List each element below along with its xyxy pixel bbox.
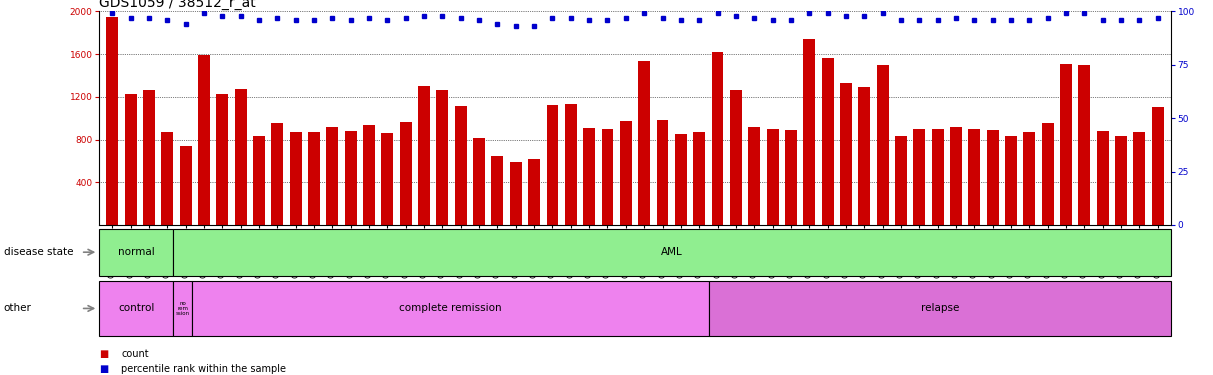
Text: relapse: relapse [921,303,959,313]
Bar [1024,132,1035,225]
Text: ■: ■ [99,364,109,374]
Bar [638,62,650,225]
Bar [99,281,173,336]
Bar [730,90,742,225]
Bar [1097,131,1109,225]
Bar [656,120,668,225]
Bar [708,281,1171,336]
Bar [602,129,614,225]
Bar [235,89,246,225]
Bar [198,55,210,225]
Bar [509,162,522,225]
Text: percentile rank within the sample: percentile rank within the sample [121,364,286,374]
Bar [99,229,173,276]
Bar [400,122,411,225]
Bar [877,64,889,225]
Bar [491,156,503,225]
Bar [192,281,708,336]
Bar [859,87,870,225]
Bar [272,123,284,225]
Bar [565,104,576,225]
Text: control: control [118,303,154,313]
Text: normal: normal [118,247,155,257]
Bar [418,86,431,225]
Bar [748,127,761,225]
Bar [1060,64,1072,225]
Bar [290,132,302,225]
Text: no
rem
ssion: no rem ssion [176,301,189,316]
Text: complete remission: complete remission [399,303,502,313]
Bar [173,281,192,336]
Text: AML: AML [661,247,683,257]
Bar [620,122,632,225]
Bar [107,16,118,225]
Bar [326,127,338,225]
Bar [547,105,558,225]
Bar [950,127,962,225]
Bar [968,129,980,225]
Bar [821,58,833,225]
Bar [1042,123,1054,225]
Bar [986,130,998,225]
Bar [437,90,449,225]
Bar [583,128,596,225]
Bar [344,131,357,225]
Bar [1115,136,1127,225]
Bar [767,129,779,225]
Bar [895,136,907,225]
Bar [674,134,687,225]
Bar [694,132,705,225]
Bar [161,132,173,225]
Bar [455,106,467,225]
Bar [216,93,228,225]
Bar [308,132,320,225]
Bar [473,138,485,225]
Bar [254,136,264,225]
Bar [839,83,852,225]
Text: disease state: disease state [4,247,73,257]
Bar [1006,136,1016,225]
Text: GDS1059 / 38512_r_at: GDS1059 / 38512_r_at [99,0,256,10]
Bar [932,129,944,225]
Text: ■: ■ [99,350,109,359]
Bar [381,133,393,225]
Bar [1152,107,1163,225]
Bar [180,146,192,225]
Text: count: count [121,350,149,359]
Bar [712,52,723,225]
Bar [803,39,815,225]
Bar [1078,64,1090,225]
Bar [143,90,155,225]
Text: other: other [4,303,32,313]
Bar [1133,132,1145,225]
Bar [785,130,797,225]
Bar [528,159,540,225]
Bar [125,93,137,225]
Bar [913,129,926,225]
Bar [363,124,375,225]
